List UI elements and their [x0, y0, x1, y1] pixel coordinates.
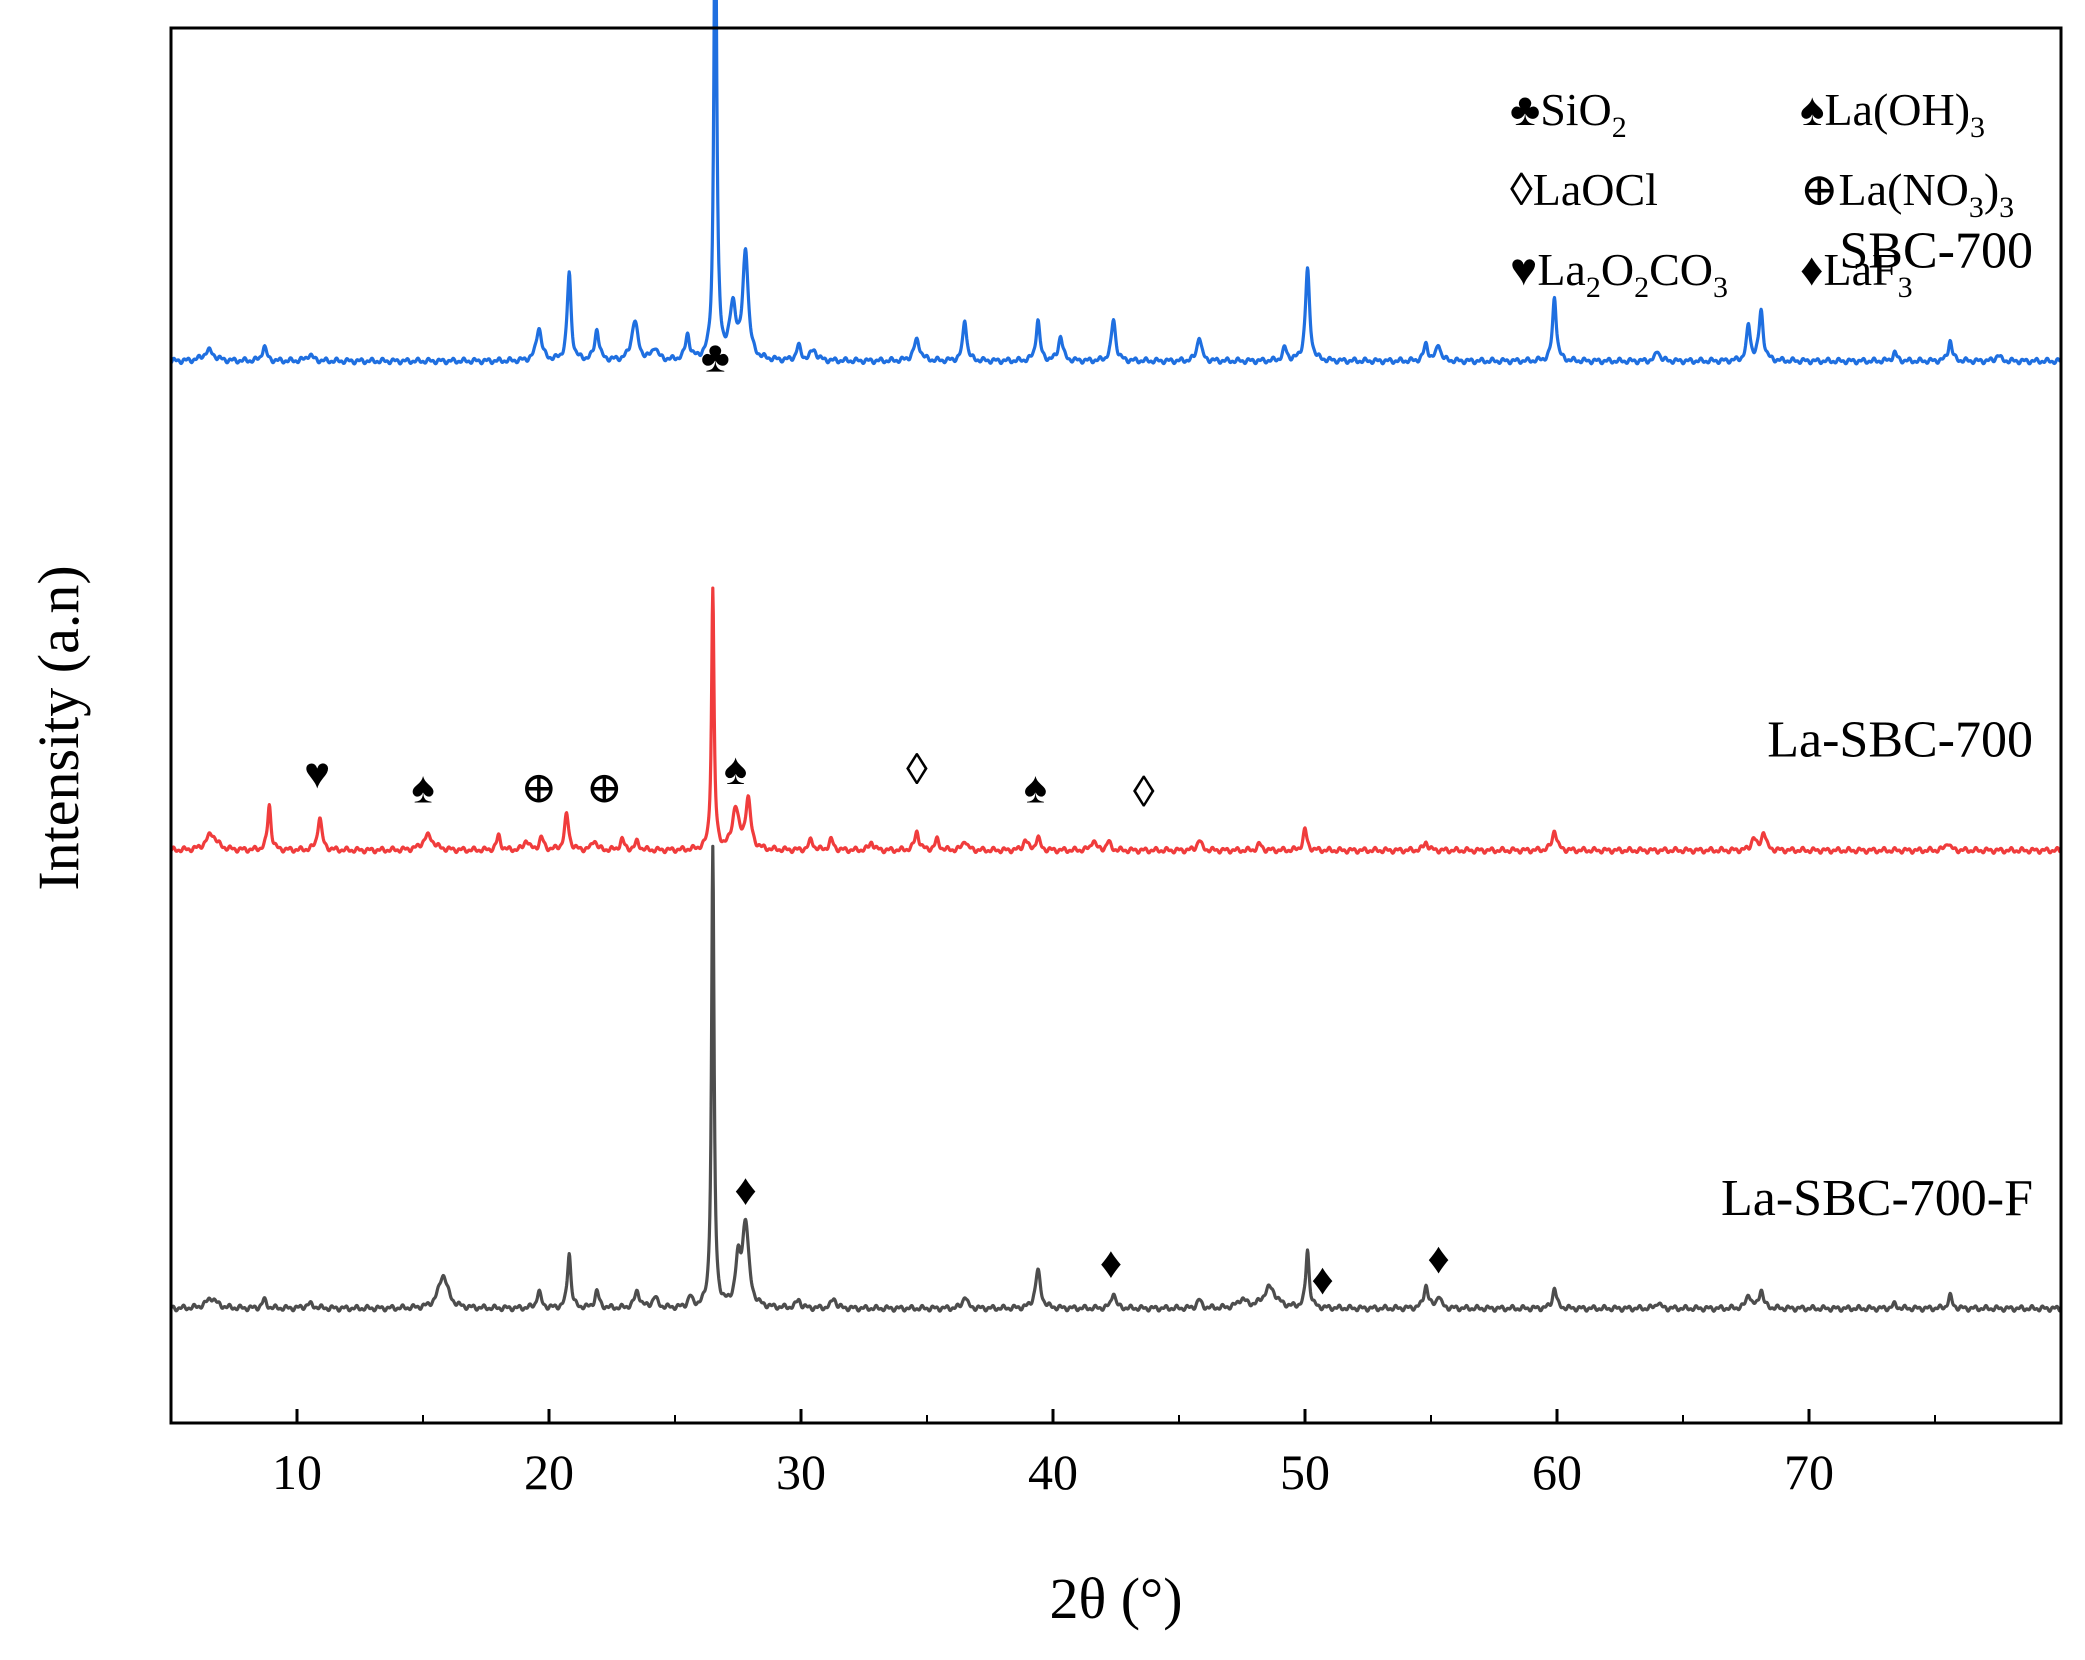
x-tick-label-70: 70: [1784, 1444, 1834, 1500]
peak-marker-laf3-11: ♦: [1311, 1255, 1333, 1304]
series-label-sbc-700: SBC-700: [1839, 222, 2033, 279]
series-layer: [169, 0, 2063, 1313]
peak-marker-laoh3-5: ♠: [724, 745, 747, 794]
series-line-la-sbc-700-f: [169, 844, 2063, 1313]
legend-item-1: ♠La(OH)3: [1800, 84, 1985, 144]
x-tick-label-10: 10: [272, 1444, 322, 1500]
legend-item-3: ⊕La(NO3)3: [1800, 164, 2014, 224]
peak-marker-sio2-0: ♣: [701, 333, 730, 382]
peak-marker-laoh3-2: ♠: [411, 764, 434, 813]
series-line-sbc-700: [169, 0, 2063, 366]
x-axis-title: 2θ (°): [1049, 1566, 1182, 1631]
x-tick-label-60: 60: [1532, 1444, 1582, 1500]
legend: ♣SiO2 ♠La(OH)3 ◊LaOCl ⊕La(NO3)3 ♥La2O2CO3 ♦La…: [1510, 84, 2014, 304]
series-line-la-sbc-700: [169, 586, 2063, 855]
series-label-layer: SBC-700 La-SBC-700 La-SBC-700-F: [1721, 222, 2033, 1226]
peak-marker-la2o2co3-1: ♥: [304, 749, 330, 798]
legend-item-0: ♣SiO2: [1510, 84, 1627, 144]
peak-marker-laf3-10: ♦: [1100, 1238, 1122, 1287]
plot-frame: [169, 26, 2063, 1425]
legend-item-2: ◊LaOCl: [1510, 164, 1658, 215]
x-tick-label-40: 40: [1028, 1444, 1078, 1500]
x-axis-ticks: 10 20 30 40 50 60 70: [170, 1409, 2062, 1500]
x-tick-label-20: 20: [524, 1444, 574, 1500]
peak-marker-lano33-3: ⊕: [520, 764, 557, 813]
peak-marker-laf3-9: ♦: [734, 1165, 756, 1214]
peak-marker-laf3-12: ♦: [1427, 1234, 1449, 1283]
peak-marker-laoh3-7: ♠: [1024, 764, 1047, 813]
legend-item-5: ♦LaF3: [1800, 244, 1913, 304]
series-label-la-sbc-700-f: La-SBC-700-F: [1721, 1170, 2033, 1227]
peak-marker-lano33-4: ⊕: [586, 764, 623, 813]
series-label-la-sbc-700: La-SBC-700: [1767, 712, 2033, 769]
annotation-layer: ♣ ♥ ♠ ⊕ ⊕ ♠ ◊ ♠ ◊ ♦ ♦ ♦ ♦: [304, 333, 1450, 1304]
y-axis-title: Intensity (a.n): [26, 565, 91, 890]
x-tick-label-30: 30: [776, 1444, 826, 1500]
peak-marker-laocl-6: ◊: [906, 745, 928, 794]
x-tick-label-50: 50: [1280, 1444, 1330, 1500]
peak-marker-laocl-8: ◊: [1133, 768, 1155, 817]
legend-item-4: ♥La2O2CO3: [1510, 244, 1728, 304]
